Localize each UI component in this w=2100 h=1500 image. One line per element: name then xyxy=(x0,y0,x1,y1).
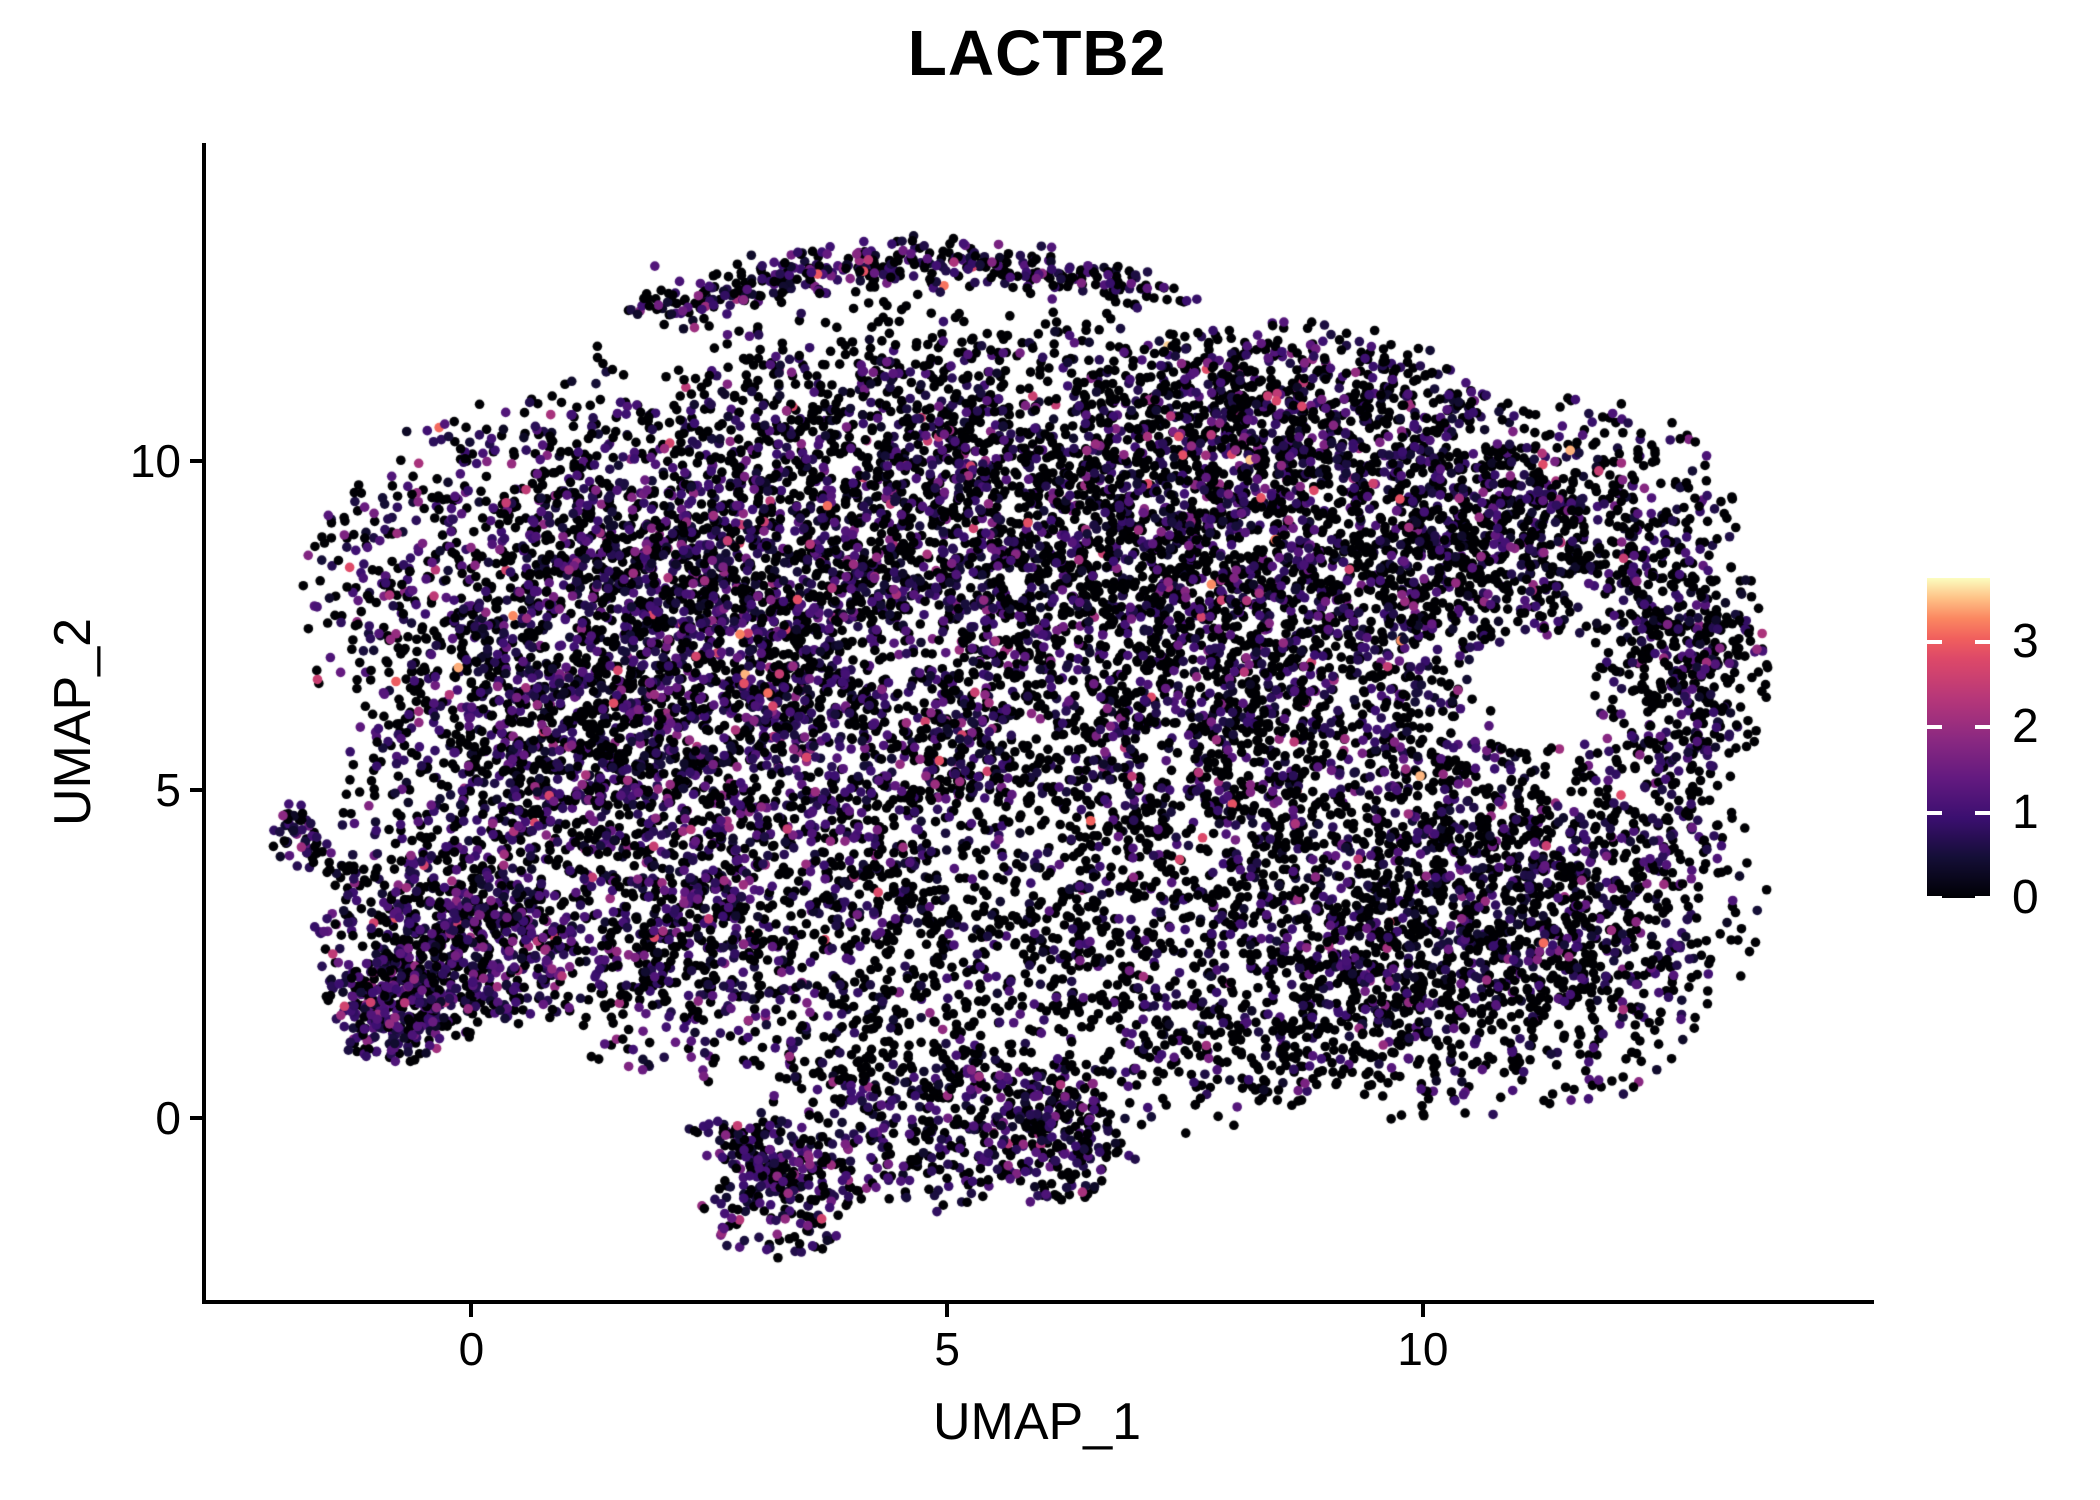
colorbar-tick-mark-right xyxy=(1975,640,1990,644)
x-tick-mark xyxy=(1420,1304,1425,1317)
y-tick-mark xyxy=(190,1116,203,1121)
y-tick-mark xyxy=(190,787,203,792)
y-tick-label: 10 xyxy=(129,435,181,488)
colorbar-gradient xyxy=(1927,578,1990,898)
colorbar-tick-label: 3 xyxy=(2012,615,2039,668)
y-tick-label: 5 xyxy=(155,763,181,816)
colorbar-tick-mark-right xyxy=(1975,725,1990,730)
colorbar-tick-mark-left xyxy=(1927,896,1942,900)
colorbar-tick-label: 1 xyxy=(2012,785,2039,839)
colorbar-tick-label: 0 xyxy=(2012,871,2039,924)
x-tick-label: 10 xyxy=(1397,1323,1449,1375)
y-axis-title: UMAP_2 xyxy=(44,617,102,827)
x-axis-line xyxy=(202,1300,1874,1304)
x-tick-label: 5 xyxy=(934,1323,960,1375)
colorbar-tick-mark-right xyxy=(1975,810,1990,815)
colorbar-tick-mark-left xyxy=(1927,725,1942,730)
y-tick-label: 0 xyxy=(155,1092,181,1145)
x-axis-title: UMAP_1 xyxy=(932,1393,1142,1451)
colorbar-tick-label: 2 xyxy=(2012,700,2039,754)
x-tick-mark xyxy=(945,1304,950,1317)
colorbar-tick-mark-right xyxy=(1975,896,1990,900)
x-tick-label: 0 xyxy=(458,1323,485,1375)
colorbar-tick-mark-left xyxy=(1927,810,1942,815)
y-axis-line xyxy=(202,143,206,1304)
x-tick-mark xyxy=(469,1304,474,1317)
y-tick-mark xyxy=(190,459,203,464)
plot-title: LACTB2 xyxy=(907,17,1167,89)
colorbar-tick-mark-left xyxy=(1927,640,1942,644)
